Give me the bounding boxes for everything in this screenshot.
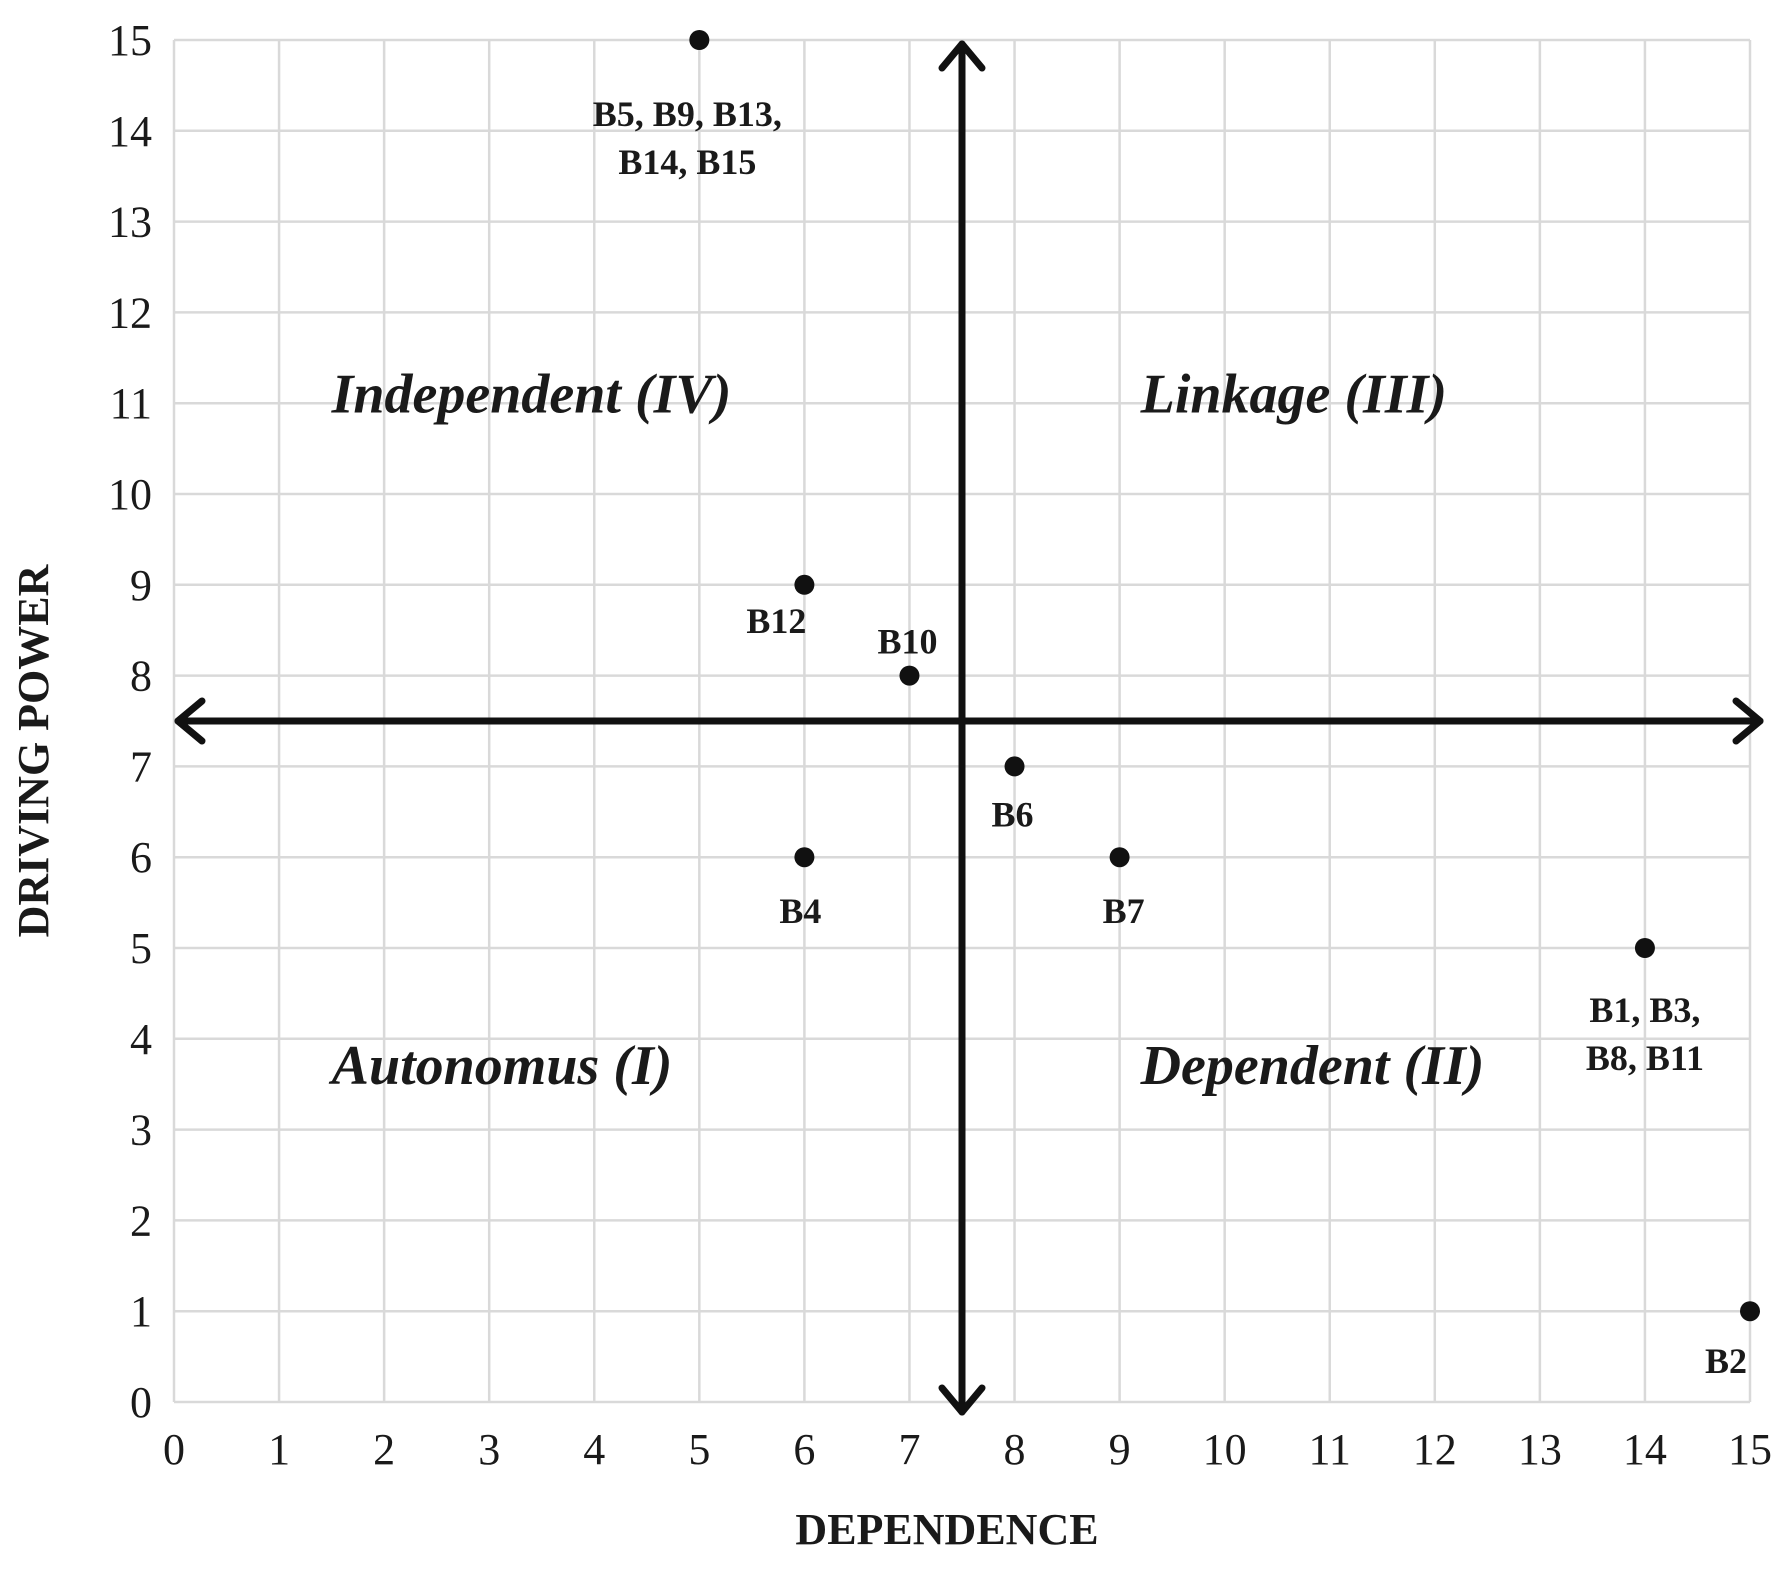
x-tick-label: 13 (1518, 1425, 1562, 1474)
data-point (689, 30, 710, 50)
data-point-label: B2 (1705, 1341, 1747, 1381)
quadrant-label-bottom-left: Autonomus (I) (329, 1035, 673, 1097)
y-tick-label: 15 (108, 16, 152, 65)
y-tick-label: 8 (130, 652, 152, 701)
x-tick-label: 5 (688, 1425, 710, 1474)
y-axis-title: DRIVING POWER (9, 563, 58, 937)
x-tick-label: 14 (1623, 1425, 1667, 1474)
data-point (794, 574, 815, 595)
data-points: B5, B9, B13, B14, B15 B12 B10 B6 B4 B7 B1, B3, B… (593, 30, 1760, 1381)
data-point (794, 847, 815, 868)
y-tick-label: 3 (130, 1106, 152, 1155)
x-tick-label: 0 (163, 1425, 185, 1474)
x-axis-title: DEPENDENCE (795, 1505, 1098, 1554)
data-point-label: B10 (877, 622, 937, 662)
x-tick-label: 7 (898, 1425, 920, 1474)
arrow-down-icon (938, 1384, 986, 1416)
data-point-label: B14, B15 (618, 142, 756, 182)
quadrant-dividers (174, 40, 1764, 1416)
data-point-label: B8, B11 (1586, 1038, 1704, 1078)
x-tick-label: 4 (583, 1425, 605, 1474)
data-point (1740, 1301, 1760, 1322)
x-tick-label: 2 (373, 1425, 395, 1474)
arrow-left-icon (174, 697, 206, 745)
y-tick-label: 6 (130, 833, 152, 882)
y-tick-label: 0 (130, 1378, 152, 1427)
data-point-label: B4 (779, 891, 821, 931)
x-tick-label: 10 (1203, 1425, 1247, 1474)
data-point-label: B1, B3, (1589, 990, 1700, 1030)
quadrant-label-top-right: Linkage (III) (1140, 363, 1447, 425)
y-tick-label: 14 (108, 107, 152, 156)
data-point (1004, 756, 1025, 777)
y-tick-label: 4 (130, 1015, 152, 1064)
data-point-label: B12 (746, 601, 806, 641)
x-tick-label: 11 (1309, 1425, 1351, 1474)
data-point-label: B5, B9, B13, (593, 94, 782, 134)
y-tick-label: 10 (108, 470, 152, 519)
data-point (1109, 847, 1130, 868)
y-tick-label: 1 (130, 1287, 152, 1336)
quadrant-label-top-left: Independent (IV) (331, 363, 732, 425)
x-tick-label: 12 (1413, 1425, 1457, 1474)
y-tick-label: 13 (108, 198, 152, 247)
y-tick-label: 2 (130, 1196, 152, 1245)
x-tick-label: 8 (1004, 1425, 1026, 1474)
data-point-label: B6 (992, 794, 1034, 834)
data-point-label: B7 (1103, 891, 1145, 931)
x-tick-label: 3 (478, 1425, 500, 1474)
y-tick-label: 11 (110, 379, 152, 428)
y-tick-label: 12 (108, 288, 152, 337)
x-tick-label: 9 (1109, 1425, 1131, 1474)
data-point (899, 665, 920, 686)
data-point (1634, 938, 1655, 958)
quadrant-labels: Independent (IV) Linkage (III) Autonomus (… (329, 363, 1485, 1097)
tick-labels: 0 1 2 3 4 5 6 7 8 9 10 11 12 13 14 15012345678910111213… (108, 16, 1772, 1474)
axis-titles: DEPENDENCE DRIVING POWER (9, 563, 1099, 1554)
quadrant-label-bottom-right: Dependent (II) (1140, 1035, 1485, 1097)
arrow-up-icon (938, 40, 986, 72)
x-tick-label: 15 (1728, 1425, 1772, 1474)
y-tick-label: 7 (130, 742, 152, 791)
x-tick-label: 6 (793, 1425, 815, 1474)
arrow-right-icon (1732, 697, 1764, 745)
x-tick-label: 1 (268, 1425, 290, 1474)
y-tick-label: 9 (130, 561, 152, 610)
y-tick-label: 5 (130, 924, 152, 973)
